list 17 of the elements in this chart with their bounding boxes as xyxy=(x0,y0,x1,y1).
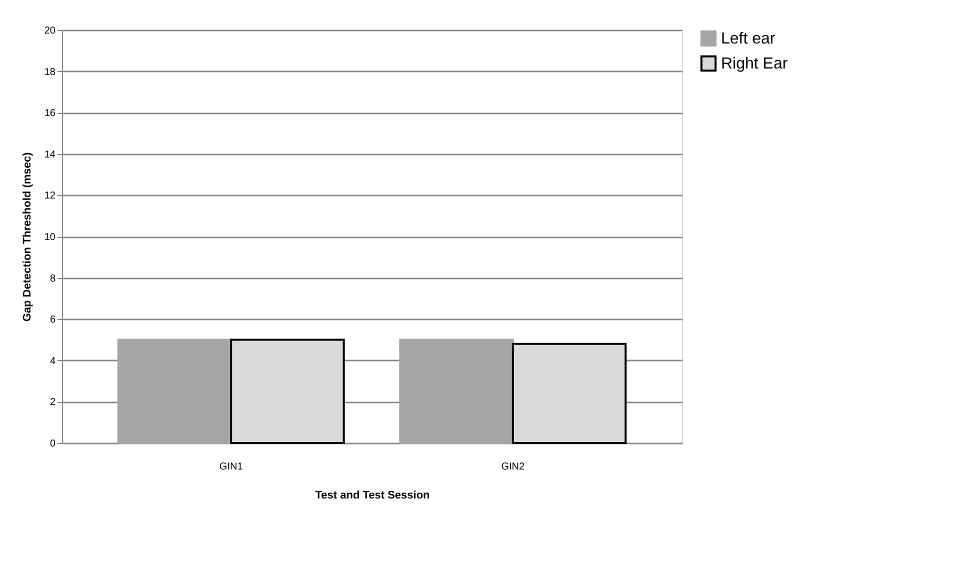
y-tick-label: 8 xyxy=(50,273,56,284)
x-tick-label: GIN1 xyxy=(219,462,244,472)
y-tick-label: 16 xyxy=(44,108,56,120)
y-tick-label: 14 xyxy=(44,149,56,160)
y-tick-label: 10 xyxy=(44,232,56,243)
y-tick-label: 20 xyxy=(44,26,56,36)
y-tick-label: 6 xyxy=(50,314,56,326)
legend-label: Left ear xyxy=(721,30,776,48)
y-tick-label: 12 xyxy=(44,190,56,202)
y-tick-label: 4 xyxy=(50,356,56,367)
y-tick-label: 0 xyxy=(50,438,56,450)
x-tick-label: GIN2 xyxy=(501,462,526,472)
y-tick-label: 18 xyxy=(44,66,56,78)
legend-label: Right Ear xyxy=(721,56,788,72)
x-axis-title: Test and Test Session xyxy=(315,490,430,502)
y-axis-title: Gap Detection Threshold (msec) xyxy=(21,152,34,322)
y-tick-label: 2 xyxy=(50,397,56,408)
